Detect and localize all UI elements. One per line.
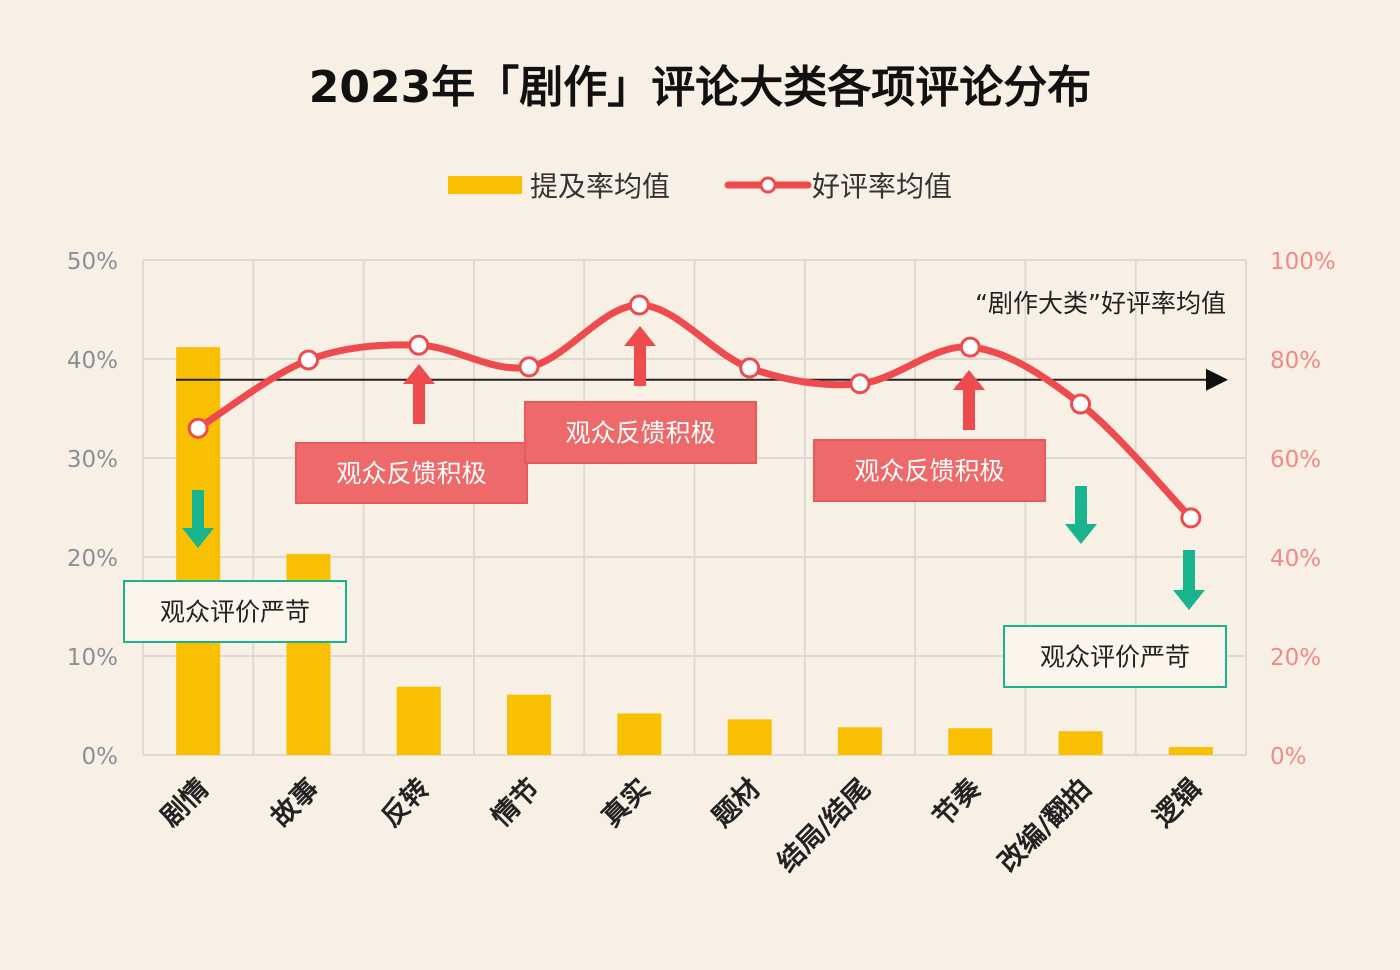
arrow-down-icon-shaft: [192, 490, 204, 528]
x-axis-label: 节奏: [927, 772, 988, 833]
legend-line-marker: [759, 176, 777, 194]
arrow-down-icon-shaft: [1075, 486, 1087, 524]
arrow-up-icon: [403, 364, 435, 384]
x-axis-label: 结局/结尾: [772, 773, 877, 878]
right-axis-tick: 40%: [1270, 546, 1321, 572]
annotation-text: 观众评价严苛: [1040, 643, 1190, 672]
x-axis-label: 逻辑: [1148, 773, 1208, 833]
annotation-box: [123, 580, 347, 643]
left-axis-tick: 30%: [67, 447, 118, 473]
line-point-真实: [628, 294, 650, 316]
line-point-故事: [297, 349, 319, 371]
line-point-改编/翻拍: [1070, 393, 1092, 415]
bar-题材: [727, 719, 772, 755]
line-point-题材: [739, 357, 761, 379]
annotation-box: [813, 439, 1046, 502]
bar-剧情: [176, 347, 221, 755]
arrow-down-icon-shaft: [1183, 550, 1195, 590]
bar-结局/结尾: [837, 727, 882, 755]
annotation-text: 观众反馈积极: [854, 457, 1004, 486]
left-axis-tick: 10%: [67, 645, 118, 671]
right-axis-tick: 80%: [1270, 348, 1321, 374]
arrow-up-icon-shaft: [413, 384, 425, 424]
arrow-up-icon-shaft: [963, 390, 975, 430]
line-point-剧情: [187, 417, 209, 439]
bar-情节: [507, 694, 552, 755]
bar-反转: [396, 686, 441, 755]
legend-line-label: 好评率均值: [812, 170, 952, 203]
right-axis-tick: 20%: [1270, 645, 1321, 671]
legend-bar-label: 提及率均值: [530, 170, 670, 203]
legend-bar-swatch: [448, 176, 522, 194]
arrow-up-icon-shaft: [634, 346, 646, 386]
x-axis-label: 剧情: [155, 773, 215, 833]
x-axis-label: 情节: [486, 773, 546, 833]
left-axis-tick: 20%: [67, 546, 118, 572]
right-axis-tick: 0%: [1270, 744, 1307, 770]
arrow-up-icon: [624, 326, 656, 346]
bar-节奏: [948, 728, 993, 755]
annotation-box: [524, 401, 757, 464]
line-point-反转: [408, 334, 430, 356]
right-axis-tick: 100%: [1270, 249, 1336, 275]
annotation-text: 观众评价严苛: [160, 598, 310, 627]
x-axis-label: 故事: [265, 773, 325, 833]
reference-arrowhead: [1206, 368, 1228, 391]
annotation-box: [1003, 625, 1227, 688]
arrow-up-icon: [953, 370, 985, 390]
annotation-text: 观众反馈积极: [565, 419, 715, 448]
left-axis-tick: 40%: [67, 348, 118, 374]
line-point-结局/结尾: [849, 373, 871, 395]
bar-逻辑: [1168, 747, 1213, 755]
line-point-逻辑: [1180, 507, 1202, 529]
chart-title: 2023年「剧作」评论大类各项评论分布: [309, 62, 1091, 113]
annotation-text: 观众反馈积极: [336, 459, 486, 488]
reference-line-label: “剧作大类”好评率均值: [975, 289, 1226, 318]
right-axis-tick: 60%: [1270, 447, 1321, 473]
x-axis-label: 题材: [706, 773, 766, 833]
bar-真实: [617, 713, 662, 755]
x-axis-label: 反转: [376, 773, 436, 833]
line-series-good-rate: [194, 301, 1195, 522]
line-point-情节: [518, 356, 540, 378]
left-axis-tick: 50%: [67, 249, 118, 275]
arrow-down-icon: [182, 528, 214, 548]
annotation-box: [295, 442, 528, 504]
arrow-down-icon: [1065, 524, 1097, 544]
x-axis-label: 改编/翻拍: [992, 772, 1098, 878]
bar-改编/翻拍: [1058, 731, 1103, 755]
x-axis-label: 真实: [595, 772, 656, 833]
arrow-down-icon: [1173, 590, 1205, 610]
line-point-节奏: [959, 336, 981, 358]
left-axis-tick: 0%: [82, 744, 119, 770]
